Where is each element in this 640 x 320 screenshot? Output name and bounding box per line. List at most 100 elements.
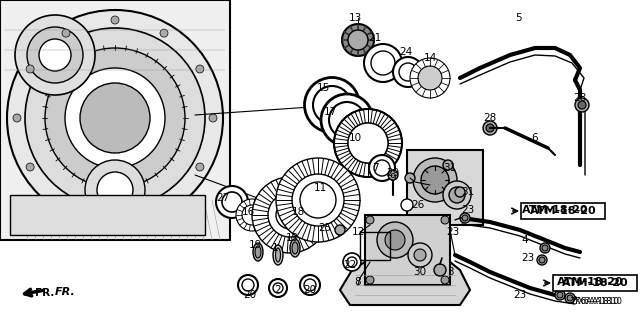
Text: 23: 23 xyxy=(461,205,475,215)
Ellipse shape xyxy=(369,155,395,181)
Circle shape xyxy=(15,15,95,95)
Circle shape xyxy=(443,181,471,209)
Text: 28: 28 xyxy=(483,113,497,123)
Circle shape xyxy=(97,172,133,208)
Bar xyxy=(0,0,230,240)
Circle shape xyxy=(575,98,589,112)
Text: 26: 26 xyxy=(412,200,424,210)
Ellipse shape xyxy=(393,57,423,87)
Circle shape xyxy=(539,257,545,263)
Text: 19: 19 xyxy=(285,233,299,243)
Circle shape xyxy=(434,264,446,276)
Circle shape xyxy=(276,201,304,229)
Text: 4: 4 xyxy=(522,235,528,245)
Bar xyxy=(360,232,390,260)
Text: ATM-18-20: ATM-18-20 xyxy=(557,277,623,287)
Circle shape xyxy=(348,30,368,50)
Circle shape xyxy=(455,187,465,197)
Text: ATM-18-20: ATM-18-20 xyxy=(562,278,628,288)
Ellipse shape xyxy=(343,253,361,271)
Circle shape xyxy=(486,124,494,132)
Circle shape xyxy=(62,29,70,37)
Circle shape xyxy=(443,160,453,170)
Circle shape xyxy=(252,177,328,253)
Text: 5: 5 xyxy=(515,13,522,23)
Circle shape xyxy=(160,199,168,207)
Text: 11: 11 xyxy=(314,183,326,193)
Ellipse shape xyxy=(242,279,254,291)
Circle shape xyxy=(462,215,468,221)
Text: 18: 18 xyxy=(291,207,305,217)
Text: 2: 2 xyxy=(275,285,282,295)
Text: FR.: FR. xyxy=(55,287,76,297)
Circle shape xyxy=(62,199,70,207)
Ellipse shape xyxy=(371,51,395,75)
Ellipse shape xyxy=(321,94,373,146)
Text: 19: 19 xyxy=(248,240,262,250)
Ellipse shape xyxy=(300,275,320,295)
Ellipse shape xyxy=(364,44,402,82)
Circle shape xyxy=(196,65,204,73)
Circle shape xyxy=(414,249,426,261)
Text: 30: 30 xyxy=(413,267,427,277)
Circle shape xyxy=(45,48,185,188)
Circle shape xyxy=(65,68,165,168)
Text: ATM-18-20: ATM-18-20 xyxy=(522,205,588,215)
Circle shape xyxy=(111,212,119,220)
Text: FR.: FR. xyxy=(35,288,54,298)
Ellipse shape xyxy=(216,186,248,218)
Ellipse shape xyxy=(273,245,283,265)
Circle shape xyxy=(366,276,374,284)
Text: 3: 3 xyxy=(447,267,453,277)
Text: 24: 24 xyxy=(399,47,413,57)
Ellipse shape xyxy=(253,243,263,261)
Circle shape xyxy=(25,28,205,208)
Text: 14: 14 xyxy=(424,53,436,63)
Circle shape xyxy=(421,166,449,194)
Circle shape xyxy=(388,170,398,180)
Text: 29: 29 xyxy=(387,168,399,178)
Circle shape xyxy=(292,174,344,226)
Circle shape xyxy=(483,121,497,135)
Circle shape xyxy=(342,24,374,56)
Text: 22: 22 xyxy=(344,260,356,270)
Circle shape xyxy=(13,114,21,122)
Ellipse shape xyxy=(313,86,351,124)
Circle shape xyxy=(449,187,465,203)
Text: ATM-18-20: ATM-18-20 xyxy=(530,206,596,216)
Text: TX6AA1810: TX6AA1810 xyxy=(570,298,620,307)
Circle shape xyxy=(348,123,388,163)
Text: 28: 28 xyxy=(573,93,587,103)
Ellipse shape xyxy=(292,242,298,254)
Circle shape xyxy=(27,27,83,83)
Text: 25: 25 xyxy=(318,223,332,233)
Ellipse shape xyxy=(273,283,283,293)
Circle shape xyxy=(276,158,360,242)
Text: 27: 27 xyxy=(216,193,230,203)
Circle shape xyxy=(542,245,548,251)
Text: TX6AA1810: TX6AA1810 xyxy=(573,298,623,307)
Circle shape xyxy=(578,101,586,109)
Circle shape xyxy=(557,292,563,298)
Text: 13: 13 xyxy=(348,13,362,23)
Circle shape xyxy=(242,205,262,225)
Circle shape xyxy=(268,193,312,237)
Circle shape xyxy=(405,173,415,183)
Bar xyxy=(365,215,450,285)
Circle shape xyxy=(413,158,457,202)
Text: 31: 31 xyxy=(461,187,475,197)
Text: 1: 1 xyxy=(272,243,278,253)
Text: 8: 8 xyxy=(355,277,362,287)
Circle shape xyxy=(300,182,336,218)
Text: 7: 7 xyxy=(372,163,378,173)
Circle shape xyxy=(410,58,450,98)
Text: 23: 23 xyxy=(522,253,534,263)
Text: 23: 23 xyxy=(513,290,527,300)
Text: 10: 10 xyxy=(348,133,362,143)
Text: 15: 15 xyxy=(316,83,330,93)
Ellipse shape xyxy=(222,192,242,212)
Bar xyxy=(407,150,483,225)
Circle shape xyxy=(565,293,575,303)
Ellipse shape xyxy=(348,123,388,163)
Text: 9: 9 xyxy=(390,173,396,183)
